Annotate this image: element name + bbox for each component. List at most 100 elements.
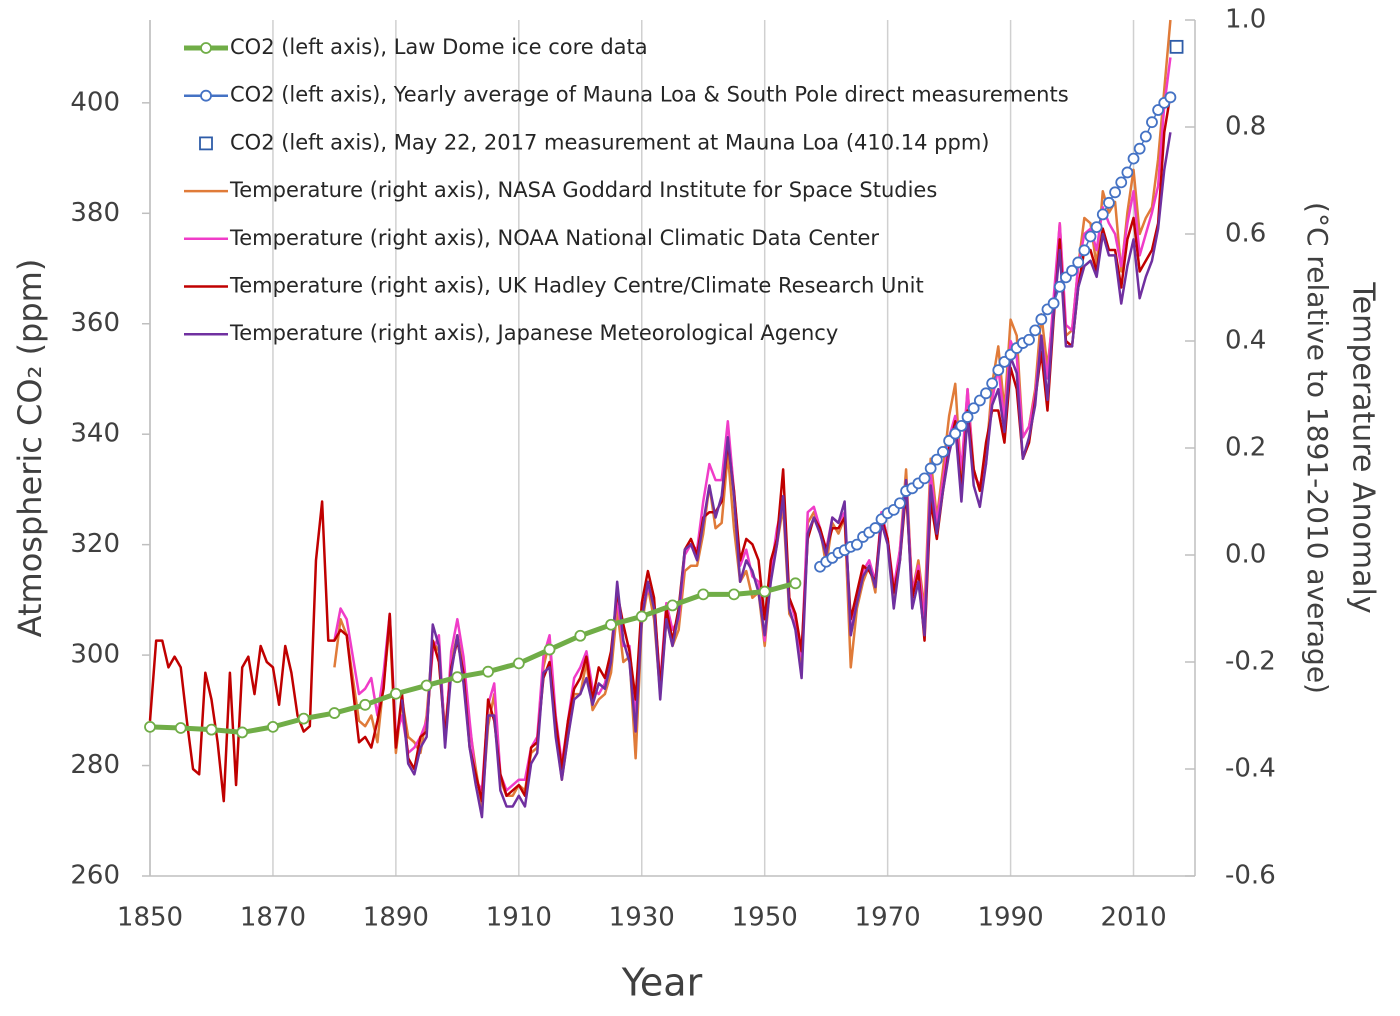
marker: [943, 434, 956, 447]
marker: [174, 722, 187, 734]
y2-axis-title: Temperature Anomaly: [1346, 281, 1381, 613]
marker: [1053, 280, 1066, 293]
marker: [1029, 324, 1042, 337]
marker: [200, 89, 212, 102]
marker: [728, 588, 740, 601]
marker: [1078, 244, 1091, 257]
series: [1169, 39, 1184, 54]
marker: [930, 453, 943, 466]
marker: [543, 643, 556, 656]
marker: [1146, 116, 1158, 129]
marker: [1152, 104, 1165, 116]
y-tick-label: 340: [70, 419, 120, 449]
marker: [973, 394, 986, 407]
series: [144, 577, 802, 739]
marker: [574, 629, 587, 642]
y2-axis-subtitle: (°C relative to 1891-2010 average): [1301, 202, 1334, 694]
y-tick-label: 280: [70, 750, 120, 780]
marker: [1109, 186, 1121, 199]
marker: [1084, 230, 1097, 243]
x-tick-label: 1990: [978, 903, 1044, 933]
marker: [1066, 264, 1078, 277]
y2-tick-label: 0.6: [1225, 219, 1266, 249]
x-axis-title: Year: [621, 961, 703, 1005]
legend-label: Temperature (right axis), UK Hadley Cent…: [229, 274, 924, 298]
marker: [199, 136, 213, 151]
legend-label: CO2 (left axis), Law Dome ice core data: [230, 35, 648, 59]
x-tick-label: 1910: [486, 903, 552, 933]
x-tick-label: 2010: [1100, 903, 1166, 933]
marker: [924, 462, 937, 475]
y2-tick-label: 0.0: [1225, 540, 1266, 570]
marker: [297, 712, 310, 725]
legend-label: CO2 (left axis), Yearly average of Mauna…: [230, 83, 1069, 107]
marker: [980, 387, 992, 400]
marker: [1169, 39, 1184, 54]
y2-tick-label: -0.2: [1225, 647, 1276, 677]
marker: [949, 427, 962, 440]
marker: [937, 445, 949, 458]
legend-label: Temperature (right axis), NASA Goddard I…: [229, 178, 937, 202]
marker: [635, 610, 648, 623]
marker: [758, 585, 771, 598]
y2-tick-label: 1.0: [1225, 5, 1266, 35]
marker: [451, 671, 464, 684]
y-tick-label: 320: [70, 529, 120, 559]
marker: [512, 657, 525, 670]
marker: [205, 723, 218, 736]
data-line: [400, 132, 1172, 819]
marker: [605, 618, 617, 631]
marker: [328, 707, 341, 719]
y-tick-label: 300: [70, 640, 120, 670]
marker: [1127, 152, 1140, 165]
marker: [1047, 297, 1060, 310]
marker: [1115, 176, 1128, 189]
y2-tick-label: 0.2: [1225, 433, 1266, 463]
y-tick-label: 360: [70, 308, 120, 338]
marker: [666, 599, 679, 612]
axes: 1850 1870 1890 1910 1930 1950 1970 1990 2010 260 2…: [70, 5, 1275, 933]
marker: [961, 411, 974, 423]
marker: [1096, 208, 1109, 221]
marker: [869, 522, 882, 534]
legend: CO2 (left axis), Law Dome ice core data C…: [184, 35, 1069, 345]
marker: [894, 497, 906, 510]
marker: [1133, 142, 1146, 155]
marker: [992, 364, 1005, 377]
y2-tick-label: 0.4: [1225, 326, 1266, 356]
marker: [697, 588, 710, 601]
legend-label: Temperature (right axis), Japanese Meteo…: [229, 321, 838, 345]
x-tick-label: 1930: [609, 903, 675, 933]
y-tick-label: 400: [70, 87, 120, 117]
y2-tick-label: -0.4: [1225, 754, 1276, 784]
x-tick-label: 1870: [240, 903, 306, 933]
marker: [955, 420, 968, 432]
marker: [789, 577, 802, 590]
x-tick-label: 1850: [117, 903, 183, 933]
marker: [1023, 333, 1035, 346]
series: [400, 132, 1172, 819]
x-tick-label: 1950: [732, 903, 798, 933]
marker: [998, 355, 1011, 368]
marker: [851, 538, 863, 551]
marker: [267, 720, 279, 733]
y2-tick-label: -0.6: [1225, 861, 1276, 891]
marker: [389, 687, 402, 700]
marker: [1090, 221, 1103, 233]
data-line: [149, 580, 797, 735]
marker: [967, 402, 980, 415]
marker: [200, 42, 212, 54]
data-line: [819, 96, 1171, 568]
series: [814, 91, 1177, 573]
x-tick-label: 1970: [855, 903, 921, 933]
marker: [144, 720, 156, 733]
marker: [1103, 196, 1115, 209]
marker: [420, 679, 433, 692]
marker: [1164, 91, 1177, 104]
legend-label: Temperature (right axis), NOAA National …: [229, 226, 879, 250]
marker: [482, 665, 494, 678]
marker: [236, 726, 249, 739]
marker: [918, 472, 931, 485]
y-tick-label: 260: [70, 861, 120, 891]
x-tick-label: 1890: [363, 903, 429, 933]
